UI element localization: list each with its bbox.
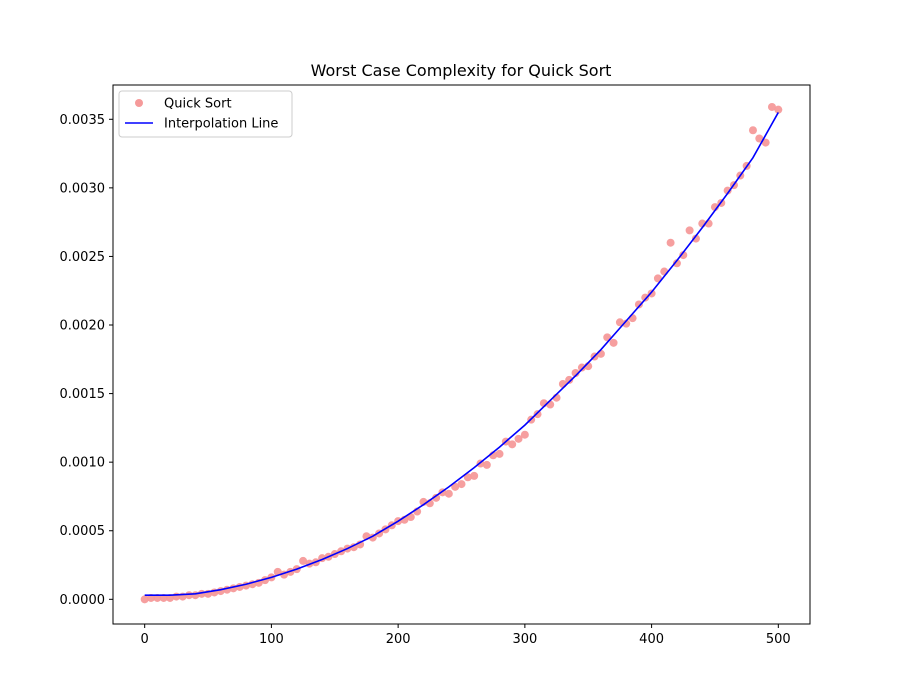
y-tick-label: 0.0000 bbox=[60, 593, 106, 608]
x-tick-label: 400 bbox=[639, 632, 664, 647]
data-point bbox=[140, 595, 149, 604]
legend: Quick Sort Interpolation Line bbox=[118, 90, 293, 138]
y-tick-label: 0.0020 bbox=[60, 319, 106, 334]
chart-title: Worst Case Complexity for Quick Sort bbox=[311, 61, 612, 80]
legend-marker-quick-sort bbox=[135, 99, 143, 107]
data-point bbox=[755, 134, 764, 143]
data-point bbox=[622, 319, 631, 328]
y-tick-label: 0.0010 bbox=[60, 456, 106, 471]
data-point bbox=[641, 293, 650, 302]
data-point bbox=[470, 471, 479, 480]
data-point bbox=[444, 489, 453, 498]
data-point bbox=[432, 493, 441, 502]
data-point bbox=[185, 591, 194, 600]
data-point bbox=[533, 410, 542, 419]
data-point bbox=[514, 434, 523, 443]
data-point bbox=[653, 274, 662, 283]
data-point bbox=[628, 314, 637, 323]
y-tick-label: 0.0035 bbox=[60, 113, 106, 128]
data-point bbox=[679, 251, 688, 260]
legend-label: Interpolation Line bbox=[164, 117, 278, 132]
axes: 0 100 200 300 400 500 0.0000 0.0005 0.0010 0.0015… bbox=[60, 84, 811, 647]
data-point bbox=[565, 375, 574, 384]
data-point bbox=[748, 126, 757, 135]
data-point bbox=[634, 300, 643, 309]
interpolation-line bbox=[144, 112, 780, 597]
legend-label: Quick Sort bbox=[164, 97, 232, 112]
x-tick-label: 200 bbox=[386, 632, 411, 647]
data-point bbox=[774, 105, 783, 114]
x-tick-label: 300 bbox=[512, 632, 537, 647]
y-tick-label: 0.0025 bbox=[60, 250, 106, 265]
plot-area bbox=[140, 102, 783, 604]
data-point bbox=[520, 430, 529, 439]
data-point bbox=[685, 226, 694, 235]
data-point bbox=[672, 259, 681, 268]
data-point bbox=[615, 318, 624, 327]
data-point bbox=[508, 440, 517, 449]
x-tick-label: 500 bbox=[766, 632, 791, 647]
data-point bbox=[356, 540, 365, 549]
x-tick-label: 0 bbox=[141, 632, 149, 647]
data-point bbox=[723, 186, 732, 195]
data-point bbox=[691, 234, 700, 243]
data-point bbox=[482, 460, 491, 469]
data-point bbox=[457, 480, 466, 489]
legend-box bbox=[118, 90, 293, 138]
data-point bbox=[666, 238, 675, 247]
y-tick-label: 0.0015 bbox=[60, 387, 106, 402]
data-point bbox=[596, 349, 605, 358]
data-point bbox=[660, 267, 669, 276]
data-point bbox=[451, 482, 460, 491]
data-point bbox=[577, 363, 586, 372]
y-tick-label: 0.0030 bbox=[60, 181, 106, 196]
data-point bbox=[299, 556, 308, 565]
y-tick-label: 0.0005 bbox=[60, 524, 106, 539]
axes-frame bbox=[112, 84, 811, 625]
x-tick-label: 100 bbox=[259, 632, 284, 647]
data-point bbox=[463, 473, 472, 482]
data-point bbox=[767, 102, 776, 111]
data-point bbox=[761, 138, 770, 147]
data-point bbox=[571, 369, 580, 378]
data-point bbox=[546, 400, 555, 409]
data-point bbox=[495, 449, 504, 458]
data-point bbox=[609, 338, 618, 347]
